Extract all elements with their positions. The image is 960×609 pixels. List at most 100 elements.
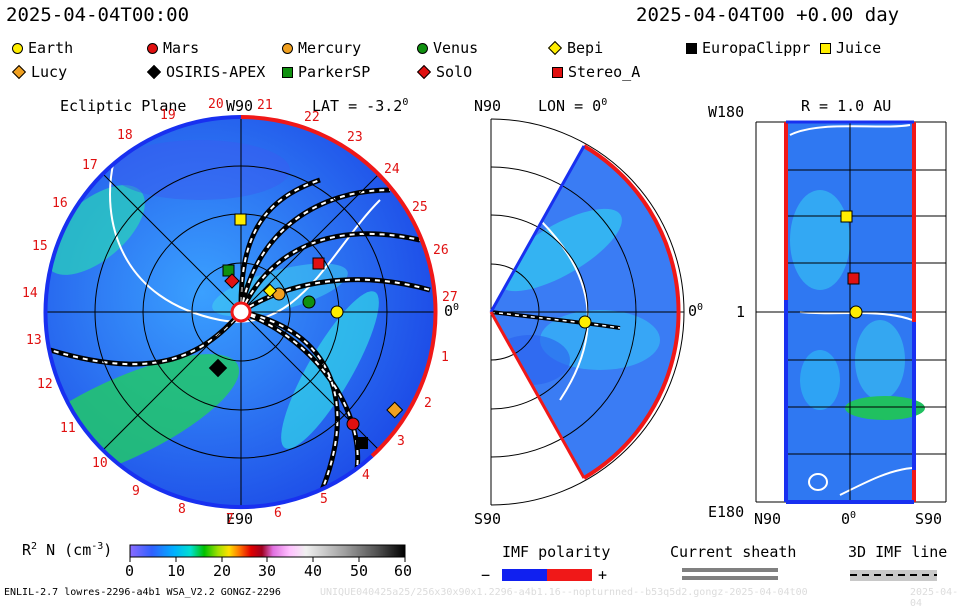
mercury-marker-icon: [282, 42, 293, 54]
carrington-label: 18: [117, 128, 133, 143]
colorbar-tick-label: 40: [304, 562, 323, 580]
meridional-bottom-label: S90: [474, 510, 502, 528]
carrington-label: 20: [208, 97, 224, 112]
ecliptic-right-label: 00: [444, 302, 460, 320]
ecliptic-bottom-label: E90: [226, 510, 254, 528]
carrington-label: 7: [226, 512, 234, 527]
colorbar-ticks: [129, 557, 406, 562]
legend-item-osiris-apex: OSIRIS-APEX: [146, 63, 265, 81]
parkersp-position-marker: [222, 264, 235, 277]
carrington-label: 12: [37, 377, 53, 392]
legend-item-juice: Juice: [820, 39, 881, 57]
venus-marker-icon: [417, 42, 428, 54]
radial-mid-left-label: 1: [736, 303, 746, 321]
rim-negative-polarity: [43, 114, 374, 509]
right-timestamp: 2025-04-04T00 +0.00 day: [636, 4, 900, 26]
imf-polarity-positive-swatch: [547, 569, 592, 581]
mars-marker-icon: [147, 42, 158, 54]
carrington-label: 11: [60, 421, 76, 436]
bepi-position-marker: [262, 283, 278, 298]
europaclipper-position-marker: [356, 437, 368, 449]
current-sheath-swatch: [682, 568, 778, 572]
ecliptic-top-label: W90: [226, 97, 254, 115]
earth-radial-marker: [849, 305, 863, 319]
ecliptic-lat-label: LAT = -3.20: [312, 97, 409, 115]
carrington-label: 23: [347, 130, 363, 145]
carrington-label: 4: [362, 468, 370, 483]
sun-icon: [230, 301, 252, 323]
imf-polarity-plus: +: [598, 566, 608, 584]
colorbar-tick-label: 30: [258, 562, 277, 580]
colorbar-tick-label: 0: [125, 562, 135, 580]
imf-line-label: 3D IMF line: [848, 543, 948, 561]
parkersp-marker-icon: [282, 66, 293, 78]
meridional-right-label: 00: [688, 302, 704, 320]
carrington-label: 5: [320, 492, 328, 507]
carrington-label: 13: [26, 333, 42, 348]
carrington-label: 16: [52, 196, 68, 211]
juice-marker-icon: [820, 42, 831, 54]
radial-x-mid-label: 00: [841, 510, 857, 528]
earth-marker-icon: [12, 42, 23, 54]
radial-title: R = 1.0 AU: [801, 97, 892, 115]
radial-top-left-label: W180: [708, 103, 745, 121]
carrington-label: 3: [397, 434, 405, 449]
carrington-label: 17: [82, 158, 98, 173]
stereo-a-position-marker: [312, 257, 325, 270]
rim-positive-polarity: [240, 115, 438, 458]
meridional-panel: [489, 118, 685, 506]
carrington-label: 6: [274, 506, 282, 521]
current-sheath-label: Current sheath: [670, 543, 797, 561]
juice-radial-marker: [840, 210, 853, 223]
legend-item-mercury: Mercury: [282, 39, 361, 57]
colorbar-tick-label: 10: [167, 562, 186, 580]
carrington-label: 2: [424, 396, 432, 411]
carrington-label: 27: [442, 290, 458, 305]
imf-polarity-negative-swatch: [502, 569, 547, 581]
carrington-label: 25: [412, 200, 428, 215]
legend-item-earth: Earth: [12, 39, 73, 57]
ecliptic-plane-panel: [43, 114, 438, 509]
legend-item-parkersp: ParkerSP: [282, 63, 370, 81]
imf-polarity-label: IMF polarity: [502, 543, 611, 561]
earth-meridional-marker: [578, 315, 592, 329]
radial-x-right-label: S90: [915, 510, 943, 528]
osiris-apex-position-marker: [208, 358, 228, 378]
solo-position-marker: [224, 273, 240, 289]
stereo-a-marker-icon: [552, 66, 563, 78]
legend-item-stereo-a: Stereo_A: [552, 63, 640, 81]
legend-item-mars: Mars: [147, 39, 199, 57]
ecliptic-title: Ecliptic Plane: [60, 97, 187, 115]
left-timestamp: 2025-04-04T00:00: [6, 4, 190, 26]
stereo-a-radial-marker: [847, 272, 860, 285]
earth-position-marker: [330, 305, 344, 319]
europaclipper-marker-icon: [686, 42, 697, 54]
lucy-position-marker: [386, 401, 404, 419]
carrington-label: 8: [178, 502, 186, 517]
juice-position-marker: [234, 213, 247, 226]
meridional-lon-label: LON = 00: [538, 97, 608, 115]
carrington-label: 15: [32, 239, 48, 254]
colorbar-tick-label: 50: [350, 562, 369, 580]
venus-position-marker: [302, 295, 316, 309]
radial-x-left-label: N90: [754, 510, 782, 528]
model-info-footer: ENLIL-2.7 lowres-2296-a4b1 WSA_V2.2 GONG…: [4, 587, 281, 598]
carrington-label: 1: [441, 350, 449, 365]
carrington-label: 21: [257, 98, 273, 113]
imf-polarity-minus: −: [481, 566, 491, 584]
mars-position-marker: [346, 417, 360, 431]
legend-item-lucy: Lucy: [11, 63, 67, 81]
density-colorbar: [129, 544, 406, 558]
legend-item-bepi: Bepi: [547, 39, 603, 57]
run-info-footer: UNIQUE040425a25/256x30x90x1.2296-a4b1.16…: [320, 587, 808, 598]
run-date-footer: 2025-04-04: [910, 587, 959, 609]
radial-panel: [755, 120, 947, 504]
colorbar-tick-label: 20: [213, 562, 232, 580]
carrington-label: 9: [132, 484, 140, 499]
imf-line-swatch: [850, 570, 937, 581]
carrington-label: 22: [304, 110, 320, 125]
legend-item-venus: Venus: [417, 39, 478, 57]
meridional-top-label: N90: [474, 97, 502, 115]
carrington-label: 10: [92, 456, 108, 471]
colorbar-tick-label: 60: [394, 562, 413, 580]
